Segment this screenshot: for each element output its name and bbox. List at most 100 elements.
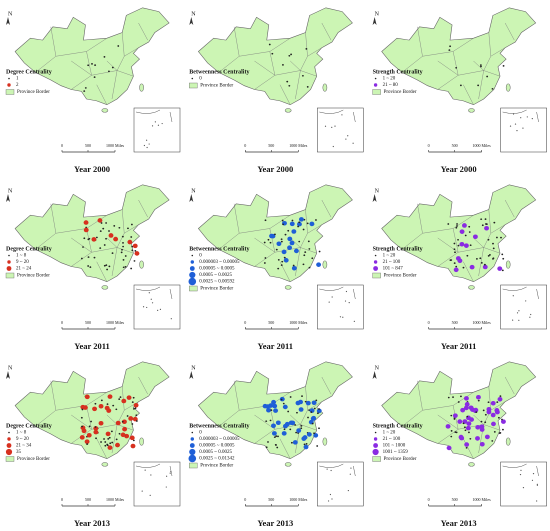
legend-label: 0	[199, 431, 202, 436]
scale-label: 0	[428, 143, 430, 148]
panel-caption: Year 2011	[441, 341, 477, 351]
inset-island	[326, 468, 328, 470]
legend-label: Province Border	[384, 457, 417, 462]
legend-symbol	[7, 437, 11, 441]
city-point	[86, 443, 89, 445]
city-point	[491, 440, 494, 442]
legend-label: 1 ~ 20	[383, 431, 396, 436]
inset-island	[148, 292, 150, 294]
province-border	[55, 392, 108, 411]
city-point	[134, 407, 137, 410]
province-border	[437, 414, 459, 430]
legend-label: Province Border	[384, 90, 417, 95]
inset-island	[148, 143, 150, 145]
inset-island	[341, 114, 343, 116]
city-point	[492, 247, 495, 250]
legend-label: 21 ~ 34	[16, 444, 32, 449]
legend-label: 2	[16, 83, 19, 88]
legend-border-swatch	[5, 89, 15, 95]
city-point	[472, 234, 478, 240]
inset-map	[500, 461, 547, 507]
city-point	[484, 434, 490, 440]
inset-island	[327, 500, 330, 502]
inset-island	[143, 144, 145, 147]
city-point	[313, 433, 319, 438]
scale-label: 500	[268, 320, 274, 325]
scale-label: 500	[452, 320, 458, 325]
city-point	[300, 427, 303, 430]
inset-island	[345, 138, 347, 140]
city-point	[126, 415, 129, 417]
inset-island	[141, 490, 143, 492]
city-point	[450, 414, 453, 417]
city-point	[133, 403, 139, 408]
legend-symbol	[189, 271, 196, 279]
city-point	[457, 244, 460, 247]
city-point	[306, 85, 309, 88]
city-point	[286, 80, 289, 83]
province-border	[483, 209, 492, 248]
province-border	[218, 380, 240, 427]
city-point	[308, 266, 311, 269]
inset-island	[518, 319, 520, 321]
inset-island	[345, 290, 348, 293]
city-point	[104, 444, 107, 447]
inset-coast	[319, 286, 356, 300]
city-point	[315, 219, 317, 221]
inset-island	[332, 145, 334, 148]
north-arrow-icon	[189, 194, 194, 202]
city-point	[480, 218, 483, 221]
legend-symbol	[7, 260, 11, 264]
city-point	[84, 394, 90, 400]
inset-island	[536, 500, 538, 502]
city-point	[105, 431, 111, 437]
city-point	[454, 431, 457, 433]
city-point	[464, 234, 467, 237]
city-point	[118, 432, 121, 435]
scale-label: 1000 Miles	[289, 497, 308, 502]
city-point	[131, 401, 134, 403]
legend-label: 1	[16, 77, 19, 82]
city-point	[457, 419, 463, 424]
china-map	[14, 184, 170, 290]
city-point	[310, 416, 316, 421]
panel-caption: Year 2011	[258, 341, 294, 351]
legend-label: 0.00005 ~ 0.0005	[199, 444, 235, 449]
legend-symbol	[6, 266, 12, 271]
city-point	[295, 431, 298, 434]
china-map	[381, 361, 537, 467]
hainan	[101, 108, 109, 113]
city-point	[487, 238, 490, 241]
scale-label: 0	[61, 320, 63, 325]
province-border	[422, 215, 474, 234]
hainan	[468, 108, 475, 113]
city-point	[277, 435, 279, 438]
city-point	[458, 434, 464, 440]
legend-label: 21 ~ 100	[383, 437, 401, 442]
city-point	[269, 241, 272, 244]
north-arrow-icon	[189, 17, 194, 25]
city-point	[477, 84, 480, 87]
city-point	[303, 443, 306, 446]
province-border	[279, 84, 291, 105]
city-point	[487, 255, 490, 257]
city-point	[91, 63, 93, 65]
inset-coast	[135, 109, 173, 123]
inset-island	[531, 118, 533, 120]
city-point	[311, 422, 314, 425]
city-point	[305, 400, 311, 406]
city-point	[296, 411, 298, 414]
city-point	[134, 249, 137, 252]
scale-label: 500	[85, 143, 91, 148]
province-border	[124, 224, 139, 234]
inset-map	[317, 284, 364, 330]
panel-caption: Year 2013	[257, 518, 293, 528]
province-border	[239, 215, 291, 234]
legend-symbol	[374, 254, 377, 257]
legend-label: 1 ~ 8	[16, 254, 27, 259]
city-point	[283, 256, 286, 259]
inset-island	[154, 121, 156, 123]
